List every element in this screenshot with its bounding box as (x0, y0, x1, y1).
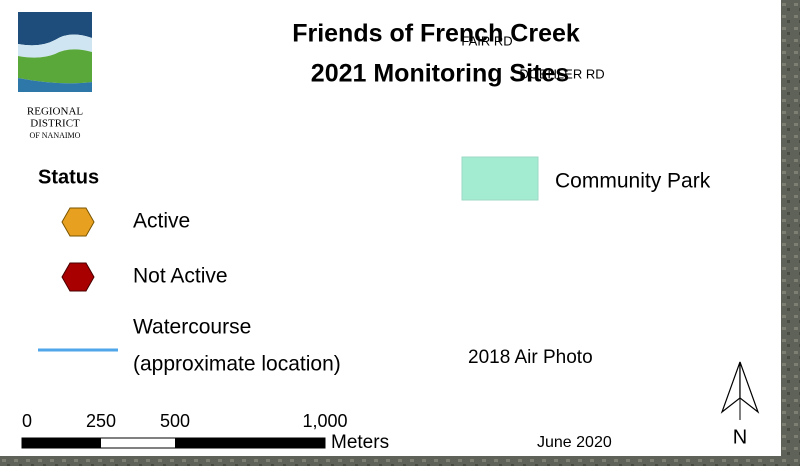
logo-text: REGIONAL (27, 106, 83, 118)
scale-bar (22, 438, 325, 448)
legend-label: Not Active (133, 265, 228, 288)
park-symbol (462, 157, 538, 200)
legend-label: Community Park (555, 170, 711, 193)
map-legend: REGIONAL DISTRICT OF NANAIMO Friends of … (0, 0, 800, 466)
logo-text: DISTRICT (30, 118, 80, 130)
title: Friends of French Creek (292, 20, 580, 48)
legend-label: (approximate location) (133, 353, 341, 376)
north-label: N (733, 426, 747, 448)
scale-label: 0 (22, 411, 32, 431)
legend-label: Active (133, 210, 190, 233)
scale-label: 250 (86, 411, 116, 431)
date: June 2020 (537, 434, 612, 451)
road-label: DOEHLER RD (519, 66, 604, 81)
scale-label: 500 (160, 411, 190, 431)
scale-unit: Meters (331, 432, 389, 453)
scale-label: 1,000 (302, 411, 347, 431)
legend-label: Watercourse (133, 316, 251, 339)
legend-heading: Status (38, 166, 99, 188)
road-label: FAIR RD (461, 33, 512, 48)
logo-text: OF NANAIMO (30, 131, 81, 140)
air-photo-label: 2018 Air Photo (468, 347, 593, 368)
